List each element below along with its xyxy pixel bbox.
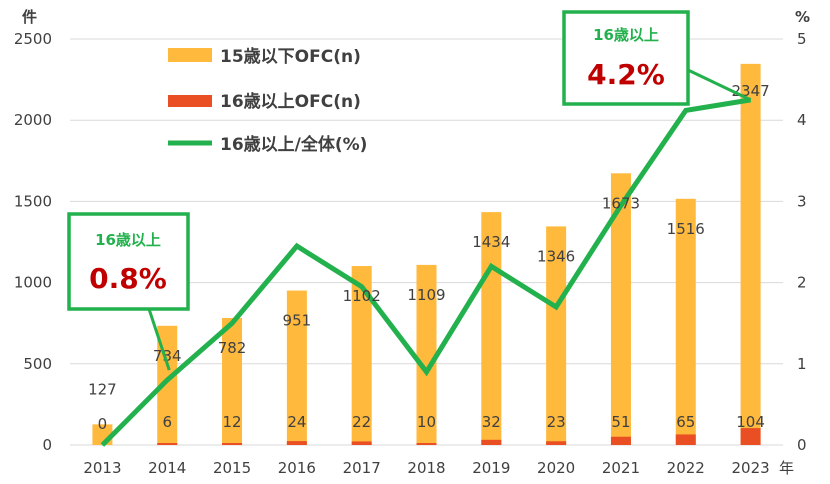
bar-label-under15: 1109 <box>407 286 445 304</box>
ratio-line-point <box>555 306 557 308</box>
bar-label-over16: 32 <box>482 413 501 431</box>
x-tick-label: 2018 <box>407 459 445 477</box>
bar-label-under15: 1673 <box>602 194 640 212</box>
callout-title: 16歳以上 <box>95 231 161 249</box>
x-tick-label: 2016 <box>278 459 316 477</box>
data-labels: 127 734 782 951 1102 1109 1434 1346 1673 1516 2347… <box>88 82 770 433</box>
x-tick-label: 2023 <box>731 459 769 477</box>
x-tick-label: 2019 <box>472 459 510 477</box>
callout-2023: 16歳以上 4.2% <box>562 10 752 106</box>
bar-label-over16: 23 <box>547 413 566 431</box>
ratio-line-point <box>101 444 103 446</box>
bar-label-over16: 10 <box>417 413 436 431</box>
x-tick-label: 2013 <box>83 459 121 477</box>
callout-box <box>562 10 690 106</box>
bar-over16 <box>481 439 502 445</box>
left-tick-label: 1500 <box>14 192 52 210</box>
bar-label-under15: 1102 <box>343 287 381 305</box>
bar-under15 <box>222 318 243 445</box>
bar-over16 <box>351 441 372 445</box>
left-tick-label: 1000 <box>14 274 52 292</box>
bar-label-over16: 65 <box>676 413 695 431</box>
bar-label-over16: 51 <box>611 413 630 431</box>
ratio-line-point <box>166 379 168 381</box>
right-tick-label: 1 <box>797 355 807 373</box>
bar-label-over16: 0 <box>98 415 108 433</box>
ratio-line-point <box>361 286 363 288</box>
bar-label-under15: 1516 <box>667 220 705 238</box>
right-tick-label: 2 <box>797 274 807 292</box>
x-tick-label: 2015 <box>213 459 251 477</box>
bar-over16 <box>222 443 243 445</box>
bars <box>92 63 761 445</box>
bar-under15 <box>416 264 437 445</box>
callout-value: 0.8% <box>89 262 167 295</box>
callout-box <box>67 212 190 311</box>
bar-label-under15: 1434 <box>472 233 510 251</box>
callout-connector <box>147 308 171 371</box>
bar-label-under15: 127 <box>88 380 117 398</box>
bar-over16 <box>675 434 696 445</box>
bar-label-over16: 104 <box>736 413 765 431</box>
legend-label-under15: 15歳以下OFC(n) <box>220 46 361 67</box>
x-axis-unit: 年 <box>779 459 794 477</box>
legend-swatch-over16 <box>168 95 212 107</box>
bar-over16 <box>157 443 178 445</box>
left-axis-unit: 件 <box>22 8 37 26</box>
bar-over16 <box>416 443 437 445</box>
x-tick-label: 2022 <box>667 459 705 477</box>
ratio-line-point <box>620 204 622 206</box>
ratio-line-point <box>685 109 687 111</box>
bar-label-under15: 782 <box>218 339 247 357</box>
right-tick-label: 4 <box>797 111 807 129</box>
x-tick-label: 2021 <box>602 459 640 477</box>
left-tick-label: 2500 <box>14 30 52 48</box>
ratio-line-point <box>231 322 233 324</box>
bar-label-under15: 734 <box>153 347 182 365</box>
bar-under15 <box>286 290 307 445</box>
callout-2014: 16歳以上 0.8% <box>67 212 190 371</box>
ratio-line <box>100 97 752 447</box>
legend-label-ratio: 16歳以上/全体(%) <box>220 134 367 155</box>
bar-label-over16: 22 <box>352 413 371 431</box>
ratio-line-point <box>426 371 427 373</box>
bar-over16 <box>610 436 631 445</box>
callout-title: 16歳以上 <box>593 26 659 44</box>
bar-under15 <box>740 63 761 445</box>
bar-label-over16: 12 <box>222 413 241 431</box>
right-tick-label: 3 <box>797 192 807 210</box>
bar-under15 <box>610 173 631 445</box>
bar-under15 <box>351 266 372 445</box>
bar-over16 <box>286 441 307 445</box>
right-tick-label: 0 <box>797 436 807 454</box>
bar-label-under15: 2347 <box>731 82 769 100</box>
callout-value: 4.2% <box>587 58 665 91</box>
right-tick-label: 5 <box>797 30 807 48</box>
legend: 15歳以下OFC(n) 16歳以上OFC(n) 16歳以上/全体(%) <box>168 46 367 155</box>
bar-label-under15: 951 <box>283 312 312 330</box>
left-tick-label: 0 <box>42 436 52 454</box>
bar-under15 <box>546 226 567 445</box>
bar-over16 <box>740 428 761 445</box>
ratio-line-point <box>296 245 298 247</box>
bar-under15 <box>675 198 696 445</box>
bar-label-under15: 1346 <box>537 247 575 265</box>
bar-over16 <box>546 441 567 445</box>
legend-label-over16: 16歳以上OFC(n) <box>220 91 361 112</box>
bar-label-over16: 24 <box>287 413 306 431</box>
x-tick-label: 2014 <box>148 459 186 477</box>
left-tick-label: 2000 <box>14 111 52 129</box>
ratio-line-point <box>490 265 492 267</box>
x-tick-label: 2017 <box>343 459 381 477</box>
legend-swatch-under15 <box>168 48 212 62</box>
x-tick-label: 2020 <box>537 459 575 477</box>
callout-connector <box>687 68 752 102</box>
left-tick-label: 500 <box>23 355 52 373</box>
bar-under15 <box>157 325 178 445</box>
right-axis-unit: % <box>795 8 810 26</box>
bar-label-over16: 6 <box>162 413 172 431</box>
